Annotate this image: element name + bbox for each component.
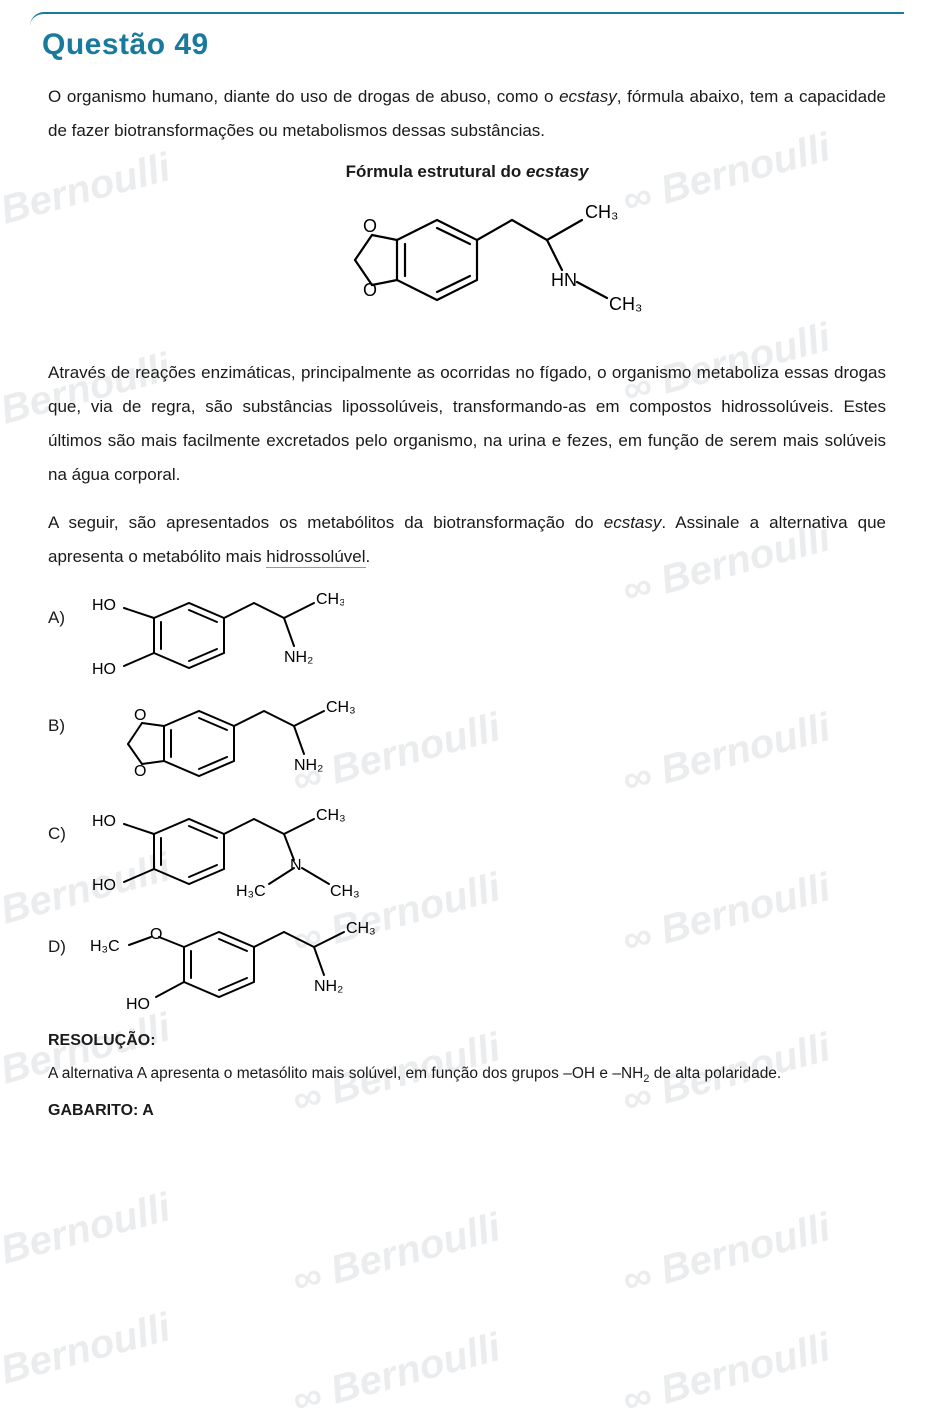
alt-c-structure: HO HO CH₃ N H₃C CH₃: [84, 804, 384, 909]
alt-a-label: A): [48, 588, 74, 628]
paragraph-1: O organismo humano, diante do uso de dro…: [48, 80, 886, 148]
label-HO: HO: [92, 597, 116, 614]
p3-text-a: A seguir, são apresentados os metabólito…: [48, 513, 604, 532]
paragraph-2: Através de reações enzimáticas, principa…: [48, 356, 886, 492]
label-O: O: [150, 926, 162, 943]
ecstasy-structure: O O CH₃ HN CH₃: [277, 190, 657, 340]
question-header: Questão 49: [30, 12, 904, 80]
caption-a: Fórmula estrutural do: [346, 162, 526, 181]
question-title: Questão 49: [30, 20, 904, 80]
label-H3C: H₃C: [236, 883, 266, 900]
alt-b-structure: O O CH₃ NH₂: [84, 696, 364, 796]
alternative-c: C) HO HO CH₃ N H₃: [48, 804, 886, 909]
watermark: ∞ Bernoulli: [288, 1205, 505, 1304]
label-H3C: H₃C: [90, 938, 120, 955]
alt-a-structure: HO HO CH₃ NH₂: [84, 588, 344, 688]
label-CH3: CH₃: [609, 294, 642, 314]
label-CH3: CH₃: [346, 920, 376, 937]
label-CH3: CH₃: [585, 202, 618, 222]
label-N: N: [290, 857, 302, 874]
p1-text-a: O organismo humano, diante do uso de dro…: [48, 87, 559, 106]
p3-text-c: .: [366, 547, 371, 566]
label-HN: HN: [551, 270, 577, 290]
paragraph-3: A seguir, são apresentados os metabólito…: [48, 506, 886, 574]
caption-em: ecstasy: [526, 162, 588, 181]
label-HO: HO: [92, 661, 116, 678]
label-HO: HO: [126, 996, 150, 1013]
alt-d-label: D): [48, 917, 74, 957]
formula-caption: Fórmula estrutural do ecstasy: [48, 162, 886, 182]
label-O: O: [363, 280, 377, 300]
res-b: de alta polaridade.: [649, 1065, 781, 1082]
label-O: O: [134, 763, 146, 780]
label-O: O: [363, 216, 377, 236]
resolution-title: RESOLUÇÃO:: [48, 1032, 886, 1050]
res-a: A alternativa A apresenta o metasólito m…: [48, 1065, 643, 1082]
p3-underline: hidrossolúvel: [266, 547, 365, 568]
p3-em: ecstasy: [604, 513, 662, 532]
label-O: O: [134, 707, 146, 724]
label-CH3: CH₃: [316, 591, 344, 608]
label-NH2: NH₂: [284, 649, 313, 666]
alt-b-label: B): [48, 696, 74, 736]
label-NH2: NH₂: [314, 978, 343, 995]
watermark: ∞ Bernoulli: [618, 1205, 835, 1304]
watermark: ∞ Bernoulli: [288, 1325, 505, 1424]
p1-em: ecstasy: [559, 87, 617, 106]
label-HO: HO: [92, 813, 116, 830]
alternative-b: B) O O CH₃ NH₂: [48, 696, 886, 796]
watermark: ∞ Bernoulli: [0, 1305, 175, 1404]
label-HO: HO: [92, 877, 116, 894]
question-content: O organismo humano, diante do uso de dro…: [0, 80, 934, 1140]
label-CH3: CH₃: [330, 883, 360, 900]
alternative-a: A) HO HO CH₃ NH₂: [48, 588, 886, 688]
resolution-text: A alternativa A apresenta o metasólito m…: [48, 1062, 886, 1088]
label-NH2: NH₂: [294, 757, 323, 774]
label-CH3: CH₃: [326, 699, 356, 716]
alt-c-label: C): [48, 804, 74, 844]
main-structure-figure: O O CH₃ HN CH₃: [48, 190, 886, 340]
gabarito: GABARITO: A: [48, 1102, 886, 1120]
alt-d-structure: H₃C O HO CH₃ NH₂: [84, 917, 394, 1022]
watermark: ∞ Bernoulli: [618, 1325, 835, 1424]
watermark: ∞ Bernoulli: [0, 1185, 175, 1284]
alternative-d: D) H₃C O HO CH₃: [48, 917, 886, 1022]
label-CH3: CH₃: [316, 807, 346, 824]
